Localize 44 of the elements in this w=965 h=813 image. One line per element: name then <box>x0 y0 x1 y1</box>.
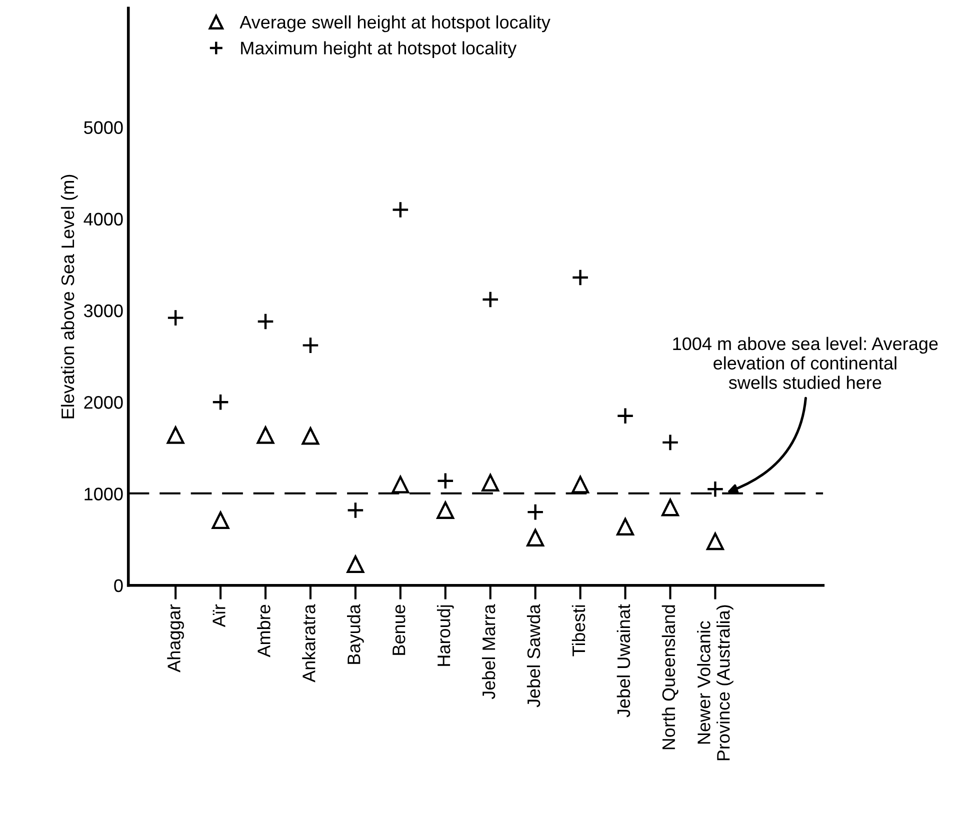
point <box>482 474 500 492</box>
point <box>346 556 364 574</box>
point <box>526 528 544 546</box>
point <box>256 426 274 444</box>
point <box>616 518 634 536</box>
y-axis-title: Elevation above Sea Level (m) <box>60 174 78 418</box>
x-tick-label: Haroudj <box>436 605 454 666</box>
point <box>436 501 454 519</box>
point <box>392 200 410 218</box>
ref-line-label: 1004 m above sea level: Average elevation of continental swells studied here <box>673 336 938 390</box>
legend-label: Average swell height at hotspot locality <box>240 15 550 32</box>
point <box>166 426 184 444</box>
y-tick-label: 4000 <box>84 212 123 226</box>
point <box>212 393 230 411</box>
x-tick-label: Newer Volcanic Province (Australia) <box>697 605 734 760</box>
point <box>482 290 500 308</box>
x-tick-label: Tibesti <box>572 605 586 656</box>
y-tick-label: 3000 <box>84 304 123 318</box>
point <box>256 312 274 330</box>
legend-label: Maximum height at hotspot locality <box>241 41 517 58</box>
point <box>302 336 320 354</box>
x-tick-label: North Queensland <box>662 605 678 750</box>
x-tick-label: Ahaggar <box>167 604 184 672</box>
y-tick-label: 5000 <box>84 121 123 134</box>
x-tick-label: Jebel Marra <box>482 604 496 700</box>
point <box>166 309 184 327</box>
point <box>706 532 724 550</box>
x-tick-label: Jebel Sawda <box>526 604 540 708</box>
x-tick-label: Benue <box>392 604 406 655</box>
y-tick-label: 1000 <box>84 488 123 500</box>
y-tick-label: 0 <box>114 579 123 592</box>
point <box>661 498 679 516</box>
point <box>572 268 590 286</box>
x-tick-label: Ankaratra <box>302 604 316 682</box>
point <box>392 476 410 494</box>
x-tick-label: Aïr <box>212 604 226 628</box>
y-tick-label: 2000 <box>84 396 123 409</box>
x-tick-label: Bayuda <box>347 604 364 664</box>
point <box>302 427 320 445</box>
x-tick-label: Ambre <box>257 604 270 658</box>
point <box>212 512 230 530</box>
point <box>572 476 590 494</box>
point <box>346 501 364 519</box>
x-tick-label: Jebel Uwainat <box>616 604 630 718</box>
